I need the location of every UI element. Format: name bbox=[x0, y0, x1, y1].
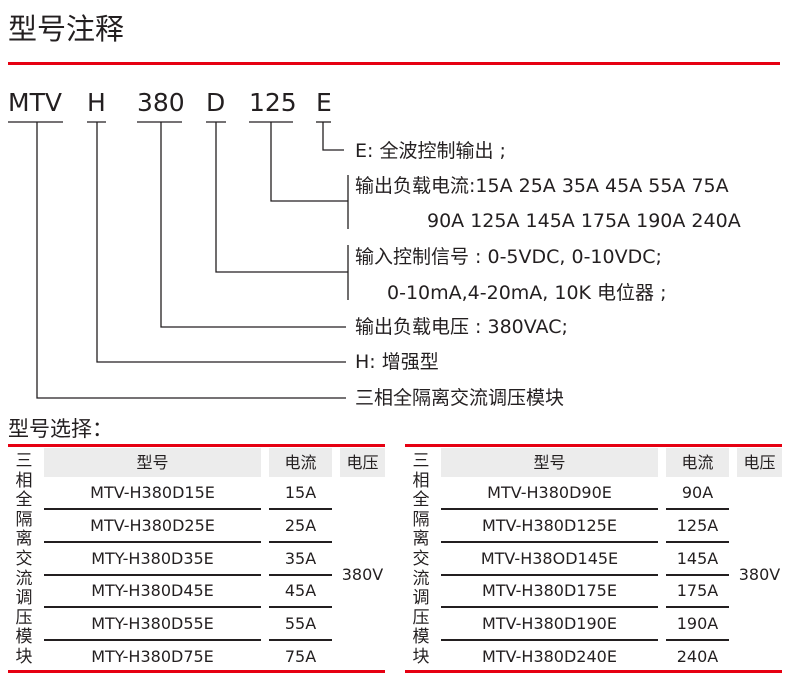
code-380: 380 bbox=[137, 88, 185, 117]
row-divider bbox=[666, 573, 729, 576]
row-divider bbox=[441, 508, 658, 510]
table-row-model: MTV-H380D25E bbox=[90, 515, 215, 535]
code-e: E bbox=[316, 88, 332, 117]
row-divider bbox=[44, 508, 261, 510]
row-divider bbox=[44, 540, 261, 543]
selection-title: 型号选择： bbox=[8, 417, 113, 441]
table-row-current: 35A bbox=[284, 548, 317, 568]
table-row-model: MTV-H380D90E bbox=[487, 483, 612, 502]
table-row-current: 15A bbox=[284, 483, 317, 502]
table-row-model: MTV-H380D15E bbox=[90, 483, 215, 502]
table-row-current: 190A bbox=[676, 614, 719, 634]
table-row-model: MTV-H380D190E bbox=[482, 614, 617, 634]
table-side-label: 三相全隔离交流调压模块 bbox=[412, 451, 430, 667]
desc-input-1: 输入控制信号 : 0-5VDC, 0-10VDC; bbox=[355, 246, 662, 268]
desc-mtv: 三相全隔离交流调压模块 bbox=[355, 387, 565, 409]
row-divider bbox=[441, 573, 658, 576]
table-row-current: 125A bbox=[676, 515, 719, 535]
table-top-rule bbox=[405, 444, 782, 447]
desc-current-2: 90A 125A 145A 175A 190A 240A bbox=[427, 210, 741, 232]
row-divider bbox=[666, 639, 729, 642]
table-bottom-rule bbox=[8, 670, 385, 673]
table-row-current: 25A bbox=[284, 515, 317, 535]
table-row-model: MTV-H380D240E bbox=[482, 647, 617, 666]
table-row-model: MTY-H380D45E bbox=[91, 581, 214, 601]
table-row-model: MTY-H380D75E bbox=[91, 647, 214, 666]
table-row-model: MTY-H380D35E bbox=[91, 548, 214, 568]
code-d: D bbox=[206, 88, 226, 117]
table-row-model: MTV-H380D175E bbox=[482, 581, 617, 601]
row-divider bbox=[666, 540, 729, 543]
row-divider bbox=[666, 606, 729, 609]
row-divider bbox=[441, 606, 658, 609]
table-top-rule bbox=[8, 444, 385, 447]
desc-input-2: 0-10mA,4-20mA, 10K 电位器 ; bbox=[387, 282, 667, 304]
desc-e: E: 全波控制输出 ; bbox=[355, 140, 506, 162]
header-model: 型号 bbox=[44, 448, 261, 477]
table-row-current: 55A bbox=[284, 614, 317, 634]
table-row-current: 240A bbox=[676, 647, 719, 666]
title-divider bbox=[8, 62, 780, 65]
table-row-current: 45A bbox=[284, 581, 317, 601]
table-row-current: 75A bbox=[284, 647, 317, 666]
row-divider bbox=[269, 639, 332, 642]
row-divider bbox=[269, 540, 332, 543]
voltage-value: 380V bbox=[738, 565, 781, 584]
row-divider bbox=[269, 508, 332, 510]
connector-lines bbox=[8, 121, 349, 399]
model-table-right: 三相全隔离交流调压模块 型号 电流 电压 MTV-H380D90E 90A MTV-H380… bbox=[405, 444, 782, 674]
row-divider bbox=[441, 540, 658, 543]
row-divider bbox=[44, 573, 261, 576]
row-divider bbox=[269, 606, 332, 609]
row-divider bbox=[269, 573, 332, 576]
table-side-label: 三相全隔离交流调压模块 bbox=[15, 451, 33, 667]
table-row-current: 145A bbox=[676, 548, 719, 568]
row-divider bbox=[666, 508, 729, 510]
voltage-value: 380V bbox=[341, 565, 384, 584]
row-divider bbox=[44, 606, 261, 609]
desc-current-1: 输出负载电流:15A 25A 35A 45A 55A 75A bbox=[355, 175, 729, 197]
code-125: 125 bbox=[249, 88, 297, 117]
desc-voltage: 输出负载电压 : 380VAC; bbox=[355, 316, 568, 338]
header-current: 电流 bbox=[269, 448, 332, 477]
code-h: H bbox=[87, 88, 106, 117]
table-row-model: MTY-H380D55E bbox=[91, 614, 214, 634]
header-voltage: 电压 bbox=[340, 448, 385, 477]
table-row-current: 90A bbox=[681, 483, 714, 502]
header-current: 电流 bbox=[666, 448, 729, 477]
model-table-left: 三相全隔离交流调压模块 型号 电流 电压 MTV-H380D15E 15A MTV-H380… bbox=[8, 444, 385, 674]
code-mtv: MTV bbox=[8, 88, 62, 117]
header-model: 型号 bbox=[441, 448, 658, 477]
row-divider bbox=[441, 639, 658, 642]
page-title: 型号注释 bbox=[8, 12, 125, 46]
table-row-model: MTV-H380D125E bbox=[482, 515, 617, 535]
table-bottom-rule bbox=[405, 670, 782, 673]
table-row-model: MTV-H38OD145E bbox=[480, 548, 619, 568]
header-voltage: 电压 bbox=[737, 448, 782, 477]
table-row-current: 175A bbox=[676, 581, 719, 601]
desc-h: H: 增强型 bbox=[355, 351, 439, 373]
row-divider bbox=[44, 639, 261, 642]
